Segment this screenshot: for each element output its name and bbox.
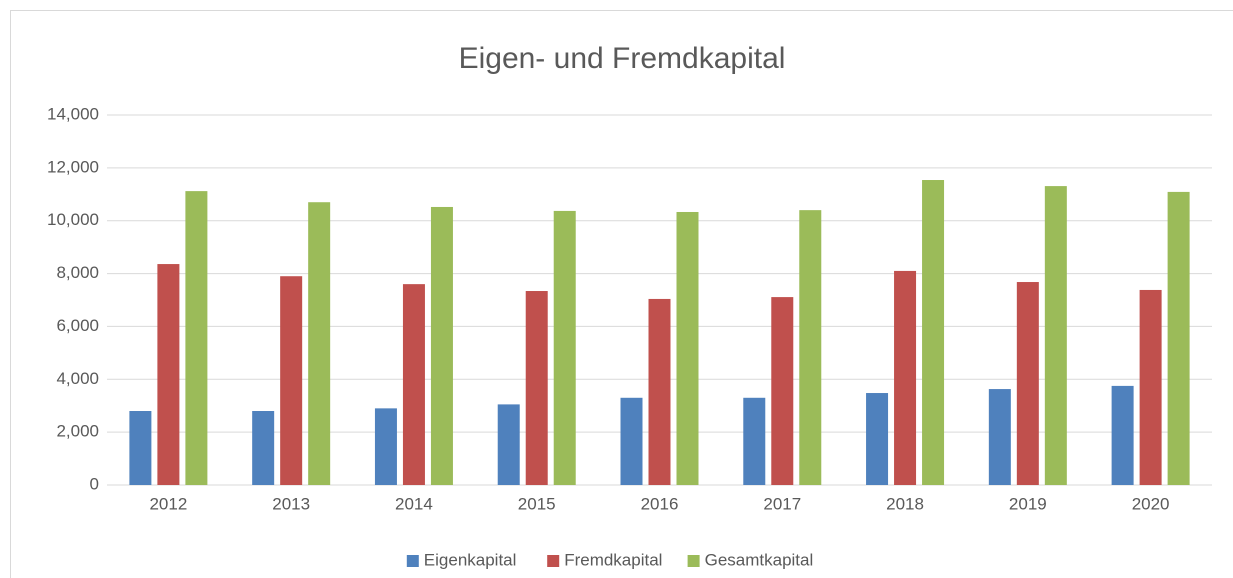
bar (129, 411, 152, 485)
bar (497, 404, 520, 485)
bar (771, 297, 794, 485)
legend-label: Gesamtkapital (705, 550, 814, 569)
bar (374, 408, 397, 485)
bar (620, 397, 643, 485)
y-tick-label: 4,000 (56, 369, 99, 388)
bar (1016, 282, 1039, 485)
bar (799, 210, 822, 485)
legend-label: Eigenkapital (424, 550, 517, 569)
bar (1044, 186, 1067, 486)
x-tick-label: 2014 (395, 494, 433, 513)
bar (648, 298, 671, 485)
bar (430, 206, 453, 485)
bar (553, 210, 576, 485)
x-tick-label: 2017 (763, 494, 801, 513)
bar (1139, 289, 1162, 485)
x-tick-label: 2012 (149, 494, 187, 513)
bar (922, 180, 945, 485)
bar (743, 397, 766, 485)
bar (280, 276, 303, 485)
legend-label: Fremdkapital (564, 550, 662, 569)
bar (1167, 191, 1190, 485)
y-tick-label: 14,000 (47, 104, 99, 123)
bar (894, 270, 917, 485)
y-tick-label: 2,000 (56, 422, 99, 441)
bar (866, 393, 889, 485)
bar (402, 284, 425, 485)
x-tick-label: 2019 (1009, 494, 1047, 513)
y-tick-label: 0 (90, 474, 99, 493)
x-tick-label: 2015 (518, 494, 556, 513)
bar (525, 291, 548, 485)
bar (676, 211, 699, 485)
legend-swatch (547, 555, 560, 567)
bar (308, 202, 331, 485)
x-tick-label: 2016 (641, 494, 679, 513)
x-tick-label: 2020 (1132, 494, 1170, 513)
y-tick-label: 8,000 (56, 263, 99, 282)
legend-swatch (406, 555, 419, 567)
x-tick-label: 2018 (886, 494, 924, 513)
y-tick-label: 12,000 (47, 157, 99, 176)
bar (1111, 385, 1134, 485)
y-tick-label: 6,000 (56, 316, 99, 335)
bar (988, 389, 1011, 485)
y-tick-label: 10,000 (47, 210, 99, 229)
legend-swatch (687, 555, 700, 567)
x-tick-label: 2013 (272, 494, 310, 513)
chart-title: Eigen- und Fremdkapital (459, 42, 786, 75)
bar (157, 264, 180, 485)
bar (252, 411, 275, 485)
bar (185, 191, 208, 485)
